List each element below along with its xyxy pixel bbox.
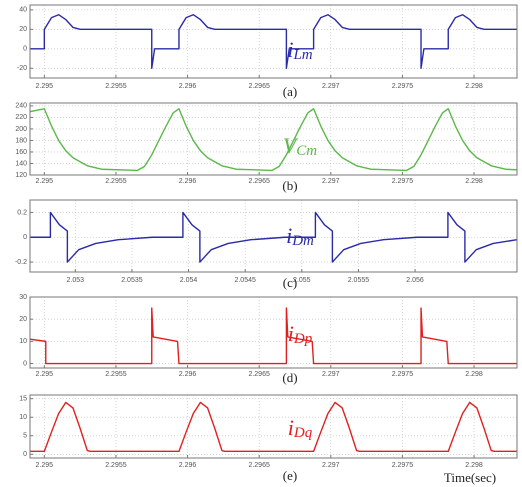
- y-tick-label: 10: [19, 414, 27, 421]
- x-tick-label: 2.296: [179, 371, 197, 378]
- x-tick-label: 2.056: [406, 277, 424, 284]
- y-tick-label: -0.2: [15, 259, 27, 266]
- x-tick-label: 2.298: [465, 371, 483, 378]
- y-tick-label: 220: [15, 114, 27, 121]
- y-tick-label: 180: [15, 137, 27, 144]
- y-tick-label: 240: [15, 103, 27, 110]
- x-tick-label: 2.2965: [248, 462, 270, 469]
- x-tick-label: 2.0545: [234, 277, 256, 284]
- y-tick-label: -20: [17, 65, 27, 72]
- caption: (b): [282, 178, 297, 193]
- panel: 120 140 160 180 200 220 240 2.295 2.2955 2.296 2.2…: [15, 102, 518, 193]
- x-tick-label: 2.0535: [121, 277, 143, 284]
- y-tick-label: 10: [19, 338, 27, 345]
- x-tick-label: 2.2965: [248, 371, 270, 378]
- x-tick-label: 2.295: [36, 178, 54, 185]
- x-tick-label: 2.296: [179, 178, 197, 185]
- x-tick-label: 2.296: [179, 83, 197, 90]
- y-tick-label: 140: [15, 160, 27, 167]
- plot-area: [30, 307, 517, 365]
- x-tick-label: 2.296: [179, 462, 197, 469]
- caption: (d): [282, 370, 297, 385]
- y-tick-label: 5: [23, 433, 27, 440]
- annotation: VCm: [283, 133, 317, 159]
- plot-area: [30, 401, 517, 453]
- x-tick-label: 2.2965: [248, 83, 270, 90]
- x-tick-label: 2.2955: [105, 462, 127, 469]
- y-tick-label: 160: [15, 149, 27, 156]
- x-tick-label: 2.297: [322, 462, 340, 469]
- y-tick-label: 15: [19, 396, 27, 403]
- y-tick-label: 20: [19, 316, 27, 323]
- x-tick-label: 2.2975: [392, 462, 414, 469]
- x-tick-label: 2.2955: [105, 178, 127, 185]
- frame: [29, 102, 518, 176]
- annotation: iDm: [286, 223, 314, 249]
- y-tick-label: 30: [19, 294, 27, 301]
- x-tick-label: 2.298: [465, 178, 483, 185]
- y-tick-label: 0: [23, 234, 27, 241]
- x-tick-label: 2.297: [322, 371, 340, 378]
- caption: (e): [283, 468, 297, 483]
- panel: 0 5 10 15 2.295 2.2955 2.296 2.2965 2.297 2.2975 2…: [19, 394, 518, 485]
- x-tick-label: 2.2975: [392, 371, 414, 378]
- frame: [29, 199, 518, 273]
- x-tick-label: 2.053: [67, 277, 85, 284]
- x-tick-label: 2.2955: [105, 371, 127, 378]
- x-tick-label: 2.2975: [392, 83, 414, 90]
- waveform: [30, 108, 517, 172]
- x-axis-label: Time(sec): [444, 470, 496, 485]
- y-tick-label: 0: [23, 46, 27, 53]
- frame: [29, 394, 518, 459]
- waveform: [30, 401, 517, 453]
- frame: [29, 4, 518, 79]
- plot-area: [30, 211, 517, 263]
- frame: [29, 296, 518, 369]
- waveform: [30, 211, 517, 263]
- x-tick-label: 2.054: [180, 277, 198, 284]
- x-tick-label: 2.2975: [392, 178, 414, 185]
- y-tick-label: 0: [23, 360, 27, 367]
- annotation: iDp: [288, 321, 313, 347]
- waveform: [30, 14, 517, 69]
- x-tick-label: 2.295: [36, 462, 54, 469]
- x-tick-label: 2.2965: [248, 178, 270, 185]
- plot-area: [30, 14, 517, 69]
- panel: -0.2 0 0.2 2.053 2.0535 2.054 2.0545 2.055 2.055…: [15, 199, 518, 290]
- x-tick-label: 2.055: [293, 277, 311, 284]
- annotation: iLm: [287, 37, 312, 63]
- y-tick-label: 20: [19, 26, 27, 33]
- x-tick-label: 2.298: [465, 83, 483, 90]
- x-tick-label: 2.297: [322, 83, 340, 90]
- y-tick-label: 0.2: [17, 209, 27, 216]
- y-tick-label: 120: [15, 172, 27, 179]
- y-tick-label: 0: [23, 451, 27, 458]
- waveform: [30, 307, 517, 365]
- caption: (c): [283, 275, 297, 290]
- x-tick-label: 2.295: [36, 83, 54, 90]
- x-tick-label: 2.298: [465, 462, 483, 469]
- x-tick-label: 2.0555: [348, 277, 370, 284]
- x-tick-label: 2.2955: [105, 83, 127, 90]
- caption: (a): [283, 84, 297, 99]
- plot-area: [30, 108, 517, 172]
- panel: 0 10 20 30 2.295 2.2955 2.296 2.2965 2.297 2.2975…: [19, 294, 518, 385]
- x-tick-label: 2.297: [322, 178, 340, 185]
- y-tick-label: 40: [19, 7, 27, 14]
- annotation: iDq: [288, 415, 313, 441]
- y-tick-label: 200: [15, 126, 27, 133]
- x-tick-label: 2.295: [36, 371, 54, 378]
- panel: -20 0 20 40 2.295 2.2955 2.296 2.2965 2.297 2.297…: [17, 4, 518, 99]
